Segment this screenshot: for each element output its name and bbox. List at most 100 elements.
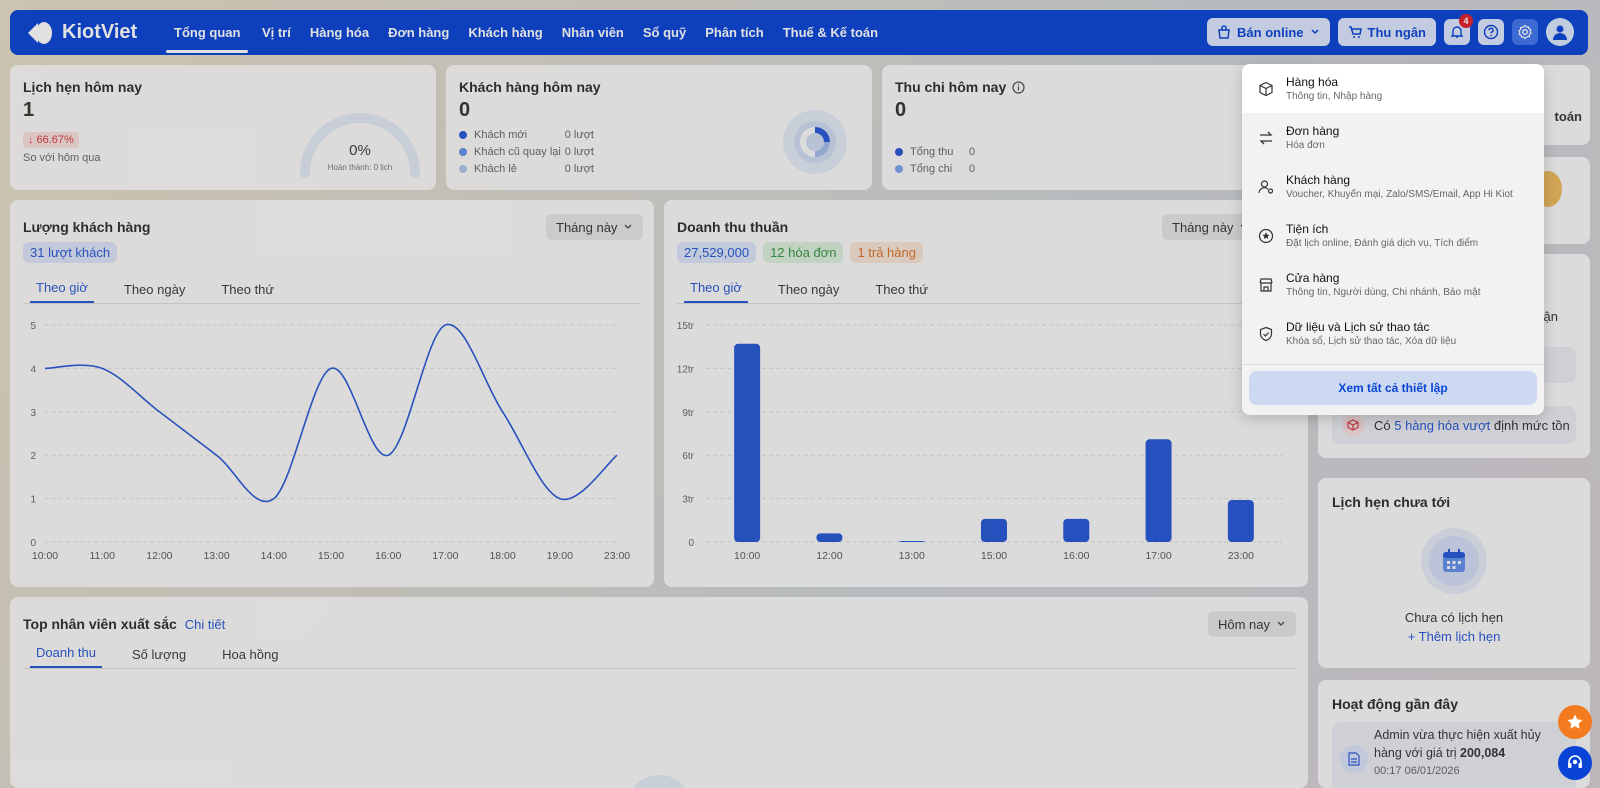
menu-item-title: Dữ liệu và Lịch sử thao tác	[1286, 320, 1430, 334]
bar	[816, 533, 843, 542]
menu-item-store[interactable]: Cửa hàng Thông tin, Người dùng, Chi nhánh…	[1242, 260, 1544, 309]
top-staff-detail-link[interactable]: Chi tiết	[184, 616, 226, 632]
nav-staff[interactable]: Nhân viên	[561, 25, 624, 40]
notification-button[interactable]: 4	[1444, 14, 1473, 45]
y-tick-label: 15tr	[677, 321, 695, 332]
tab-commission[interactable]: Hoa hồng	[222, 647, 279, 662]
help-button[interactable]	[1478, 19, 1504, 45]
nav-products[interactable]: Hàng hóa	[309, 25, 370, 40]
menu-item-data-history[interactable]: Dữ liệu và Lịch sử thao tác Khóa sổ, Lịch…	[1242, 309, 1544, 358]
gauge-percent: 0%	[349, 142, 371, 159]
nav-tax-accounting[interactable]: Thuế & Kế toán	[782, 25, 879, 40]
favorite-fab[interactable]	[1558, 705, 1592, 739]
change-badge: ↓ 66.67%	[23, 132, 79, 148]
appointments-today-card: Lịch hẹn hôm nay 1 ↓ 66.67% So với hôm qu…	[10, 65, 436, 190]
menu-item-subtitle: Thông tin, Nhập hàng	[1286, 91, 1383, 102]
nav-orders[interactable]: Đơn hàng	[388, 25, 450, 40]
x-tick-label: 23:00	[1228, 550, 1254, 562]
period-label: Hôm nay	[1218, 616, 1271, 632]
settings-button[interactable]	[1512, 19, 1538, 45]
y-tick-label: 1	[30, 495, 36, 506]
revenue-badges: 27,529,000 12 hóa đơn 1 trả hàng	[677, 242, 923, 263]
tab-by-weekday[interactable]: Theo thứ	[875, 282, 929, 297]
menu-divider	[1242, 364, 1544, 365]
user-avatar[interactable]	[1546, 18, 1574, 46]
chevron-down-icon	[1277, 621, 1285, 626]
customer-traffic-period-select[interactable]: Tháng này	[546, 214, 644, 240]
tab-by-day[interactable]: Theo ngày	[777, 282, 840, 297]
box-alert-icon	[1342, 414, 1364, 436]
tab-quantity[interactable]: Số lượng	[132, 647, 187, 662]
user-icon	[1553, 25, 1567, 40]
activity-item[interactable]: Admin vừa thực hiện xuất hủy hàng với gi…	[1332, 722, 1576, 788]
legend-label: Khách cũ quay lại	[474, 145, 561, 158]
stock-suffix: định mức tồn	[1490, 417, 1570, 433]
cashier-button[interactable]: Thu ngân	[1337, 18, 1436, 46]
activity-value: 200,084	[1460, 746, 1506, 760]
appointments-today-title: Lịch hẹn hôm nay	[23, 79, 143, 95]
stock-link[interactable]: 5 hàng hóa vượt	[1394, 417, 1491, 433]
nav-analytics[interactable]: Phân tích	[705, 25, 764, 40]
menu-item-title: Tiện ích	[1286, 222, 1329, 236]
view-all-settings-button[interactable]: Xem tất cả thiết lập	[1249, 371, 1537, 405]
kiotviet-logo[interactable]: KiotViet	[24, 18, 152, 48]
x-tick-label: 16:00	[1063, 550, 1089, 562]
tab-by-weekday[interactable]: Theo thứ	[221, 282, 275, 297]
x-tick-label: 13:00	[899, 550, 925, 562]
notification-badge: 4	[1459, 14, 1473, 28]
customers-today-title: Khách hàng hôm nay	[459, 79, 601, 95]
chevron-down-icon	[1310, 29, 1319, 35]
support-fab[interactable]	[1558, 746, 1592, 780]
net-revenue-tabs: Theo giờ Theo ngày Theo thứ	[677, 276, 1295, 304]
invoice-count-badge: 12 hóa đơn	[763, 242, 844, 263]
customer-count-badge: 31 lượt khách	[23, 242, 118, 263]
nav-overview[interactable]: Tổng quan	[162, 10, 252, 55]
legend-label: Khách lẻ	[474, 162, 517, 175]
x-tick-label: 11:00	[89, 550, 115, 562]
bar	[1145, 439, 1172, 542]
customer-traffic-line-chart: 0 1 2 3 4 5 10:00 11:00 12:00 13:00 14:00 15:00 16:0…	[30, 321, 630, 562]
cashflow-today-card: Thu chi hôm nay 0 Tổng thu 0 Tổng chi 0	[882, 65, 1308, 190]
swap-icon	[1259, 131, 1273, 144]
top-staff-header: Top nhân viên xuất sắc Chi tiết	[23, 616, 225, 632]
legend-dot	[459, 147, 467, 156]
stock-prefix: Có	[1374, 417, 1395, 433]
legend-value: 0	[968, 162, 975, 175]
menu-item-utilities[interactable]: Tiện ích Đặt lịch online, Đánh giá dịch v…	[1242, 211, 1544, 260]
activity-line1: Admin vừa thực hiện xuất hủy	[1374, 728, 1541, 742]
y-tick-label: 12tr	[677, 364, 695, 375]
top-staff-title: Top nhân viên xuất sắc	[23, 616, 177, 632]
legend-label: Tổng chi	[910, 162, 953, 175]
cashflow-today-title: Thu chi hôm nay	[895, 79, 1007, 95]
legend-dot	[459, 164, 467, 173]
menu-item-orders[interactable]: Đơn hàng Hóa đơn	[1242, 113, 1544, 162]
x-tick-label: 12:00	[146, 550, 172, 562]
customers-legend: Khách mới 0 lượt Khách cũ quay lại 0 lượt …	[459, 126, 594, 177]
nav-customers[interactable]: Khách hàng	[468, 25, 543, 40]
recent-activity-card: Hoạt động gần đây Admin vừa thực hiện xu…	[1318, 680, 1590, 788]
top-staff-period-select[interactable]: Hôm nay	[1208, 611, 1297, 637]
chevron-down-icon	[624, 224, 632, 229]
tab-by-day[interactable]: Theo ngày	[123, 282, 186, 297]
x-tick-label: 15:00	[318, 550, 344, 562]
online-sales-button[interactable]: Bán online	[1207, 18, 1330, 46]
star-icon	[1567, 714, 1583, 729]
menu-item-products[interactable]: Hàng hóa Thông tin, Nhập hàng	[1242, 64, 1544, 113]
legend-income: Tổng thu 0	[895, 143, 975, 160]
menu-item-subtitle: Khóa sổ, Lịch sử thao tác, Xóa dữ liệu	[1286, 336, 1457, 347]
tab-by-hour[interactable]: Theo giờ	[30, 280, 94, 303]
add-appointment-link[interactable]: + Thêm lịch hẹn	[1407, 629, 1501, 644]
y-tick-label: 0	[30, 538, 36, 549]
tab-revenue[interactable]: Doanh thu	[30, 645, 102, 668]
info-icon[interactable]	[1012, 80, 1025, 94]
legend-returning-customers: Khách cũ quay lại 0 lượt	[459, 143, 594, 160]
revenue-amount-badge: 27,529,000	[677, 242, 757, 263]
cart-icon	[1348, 26, 1362, 38]
menu-item-customers[interactable]: Khách hàng Voucher, Khuyến mại, Zalo/SMS/…	[1242, 162, 1544, 211]
page-scrollbar[interactable]	[1594, 60, 1599, 480]
tab-by-hour[interactable]: Theo giờ	[684, 280, 748, 303]
net-revenue-bar-chart: 0 3tr 6tr 9tr 12tr 15tr 10:00 12:00 13:00 15:00 16…	[677, 321, 1282, 562]
nav-cashbook[interactable]: Sổ quỹ	[642, 25, 687, 40]
x-tick-label: 10:00	[32, 550, 58, 562]
nav-location[interactable]: Vị trí	[261, 25, 291, 40]
